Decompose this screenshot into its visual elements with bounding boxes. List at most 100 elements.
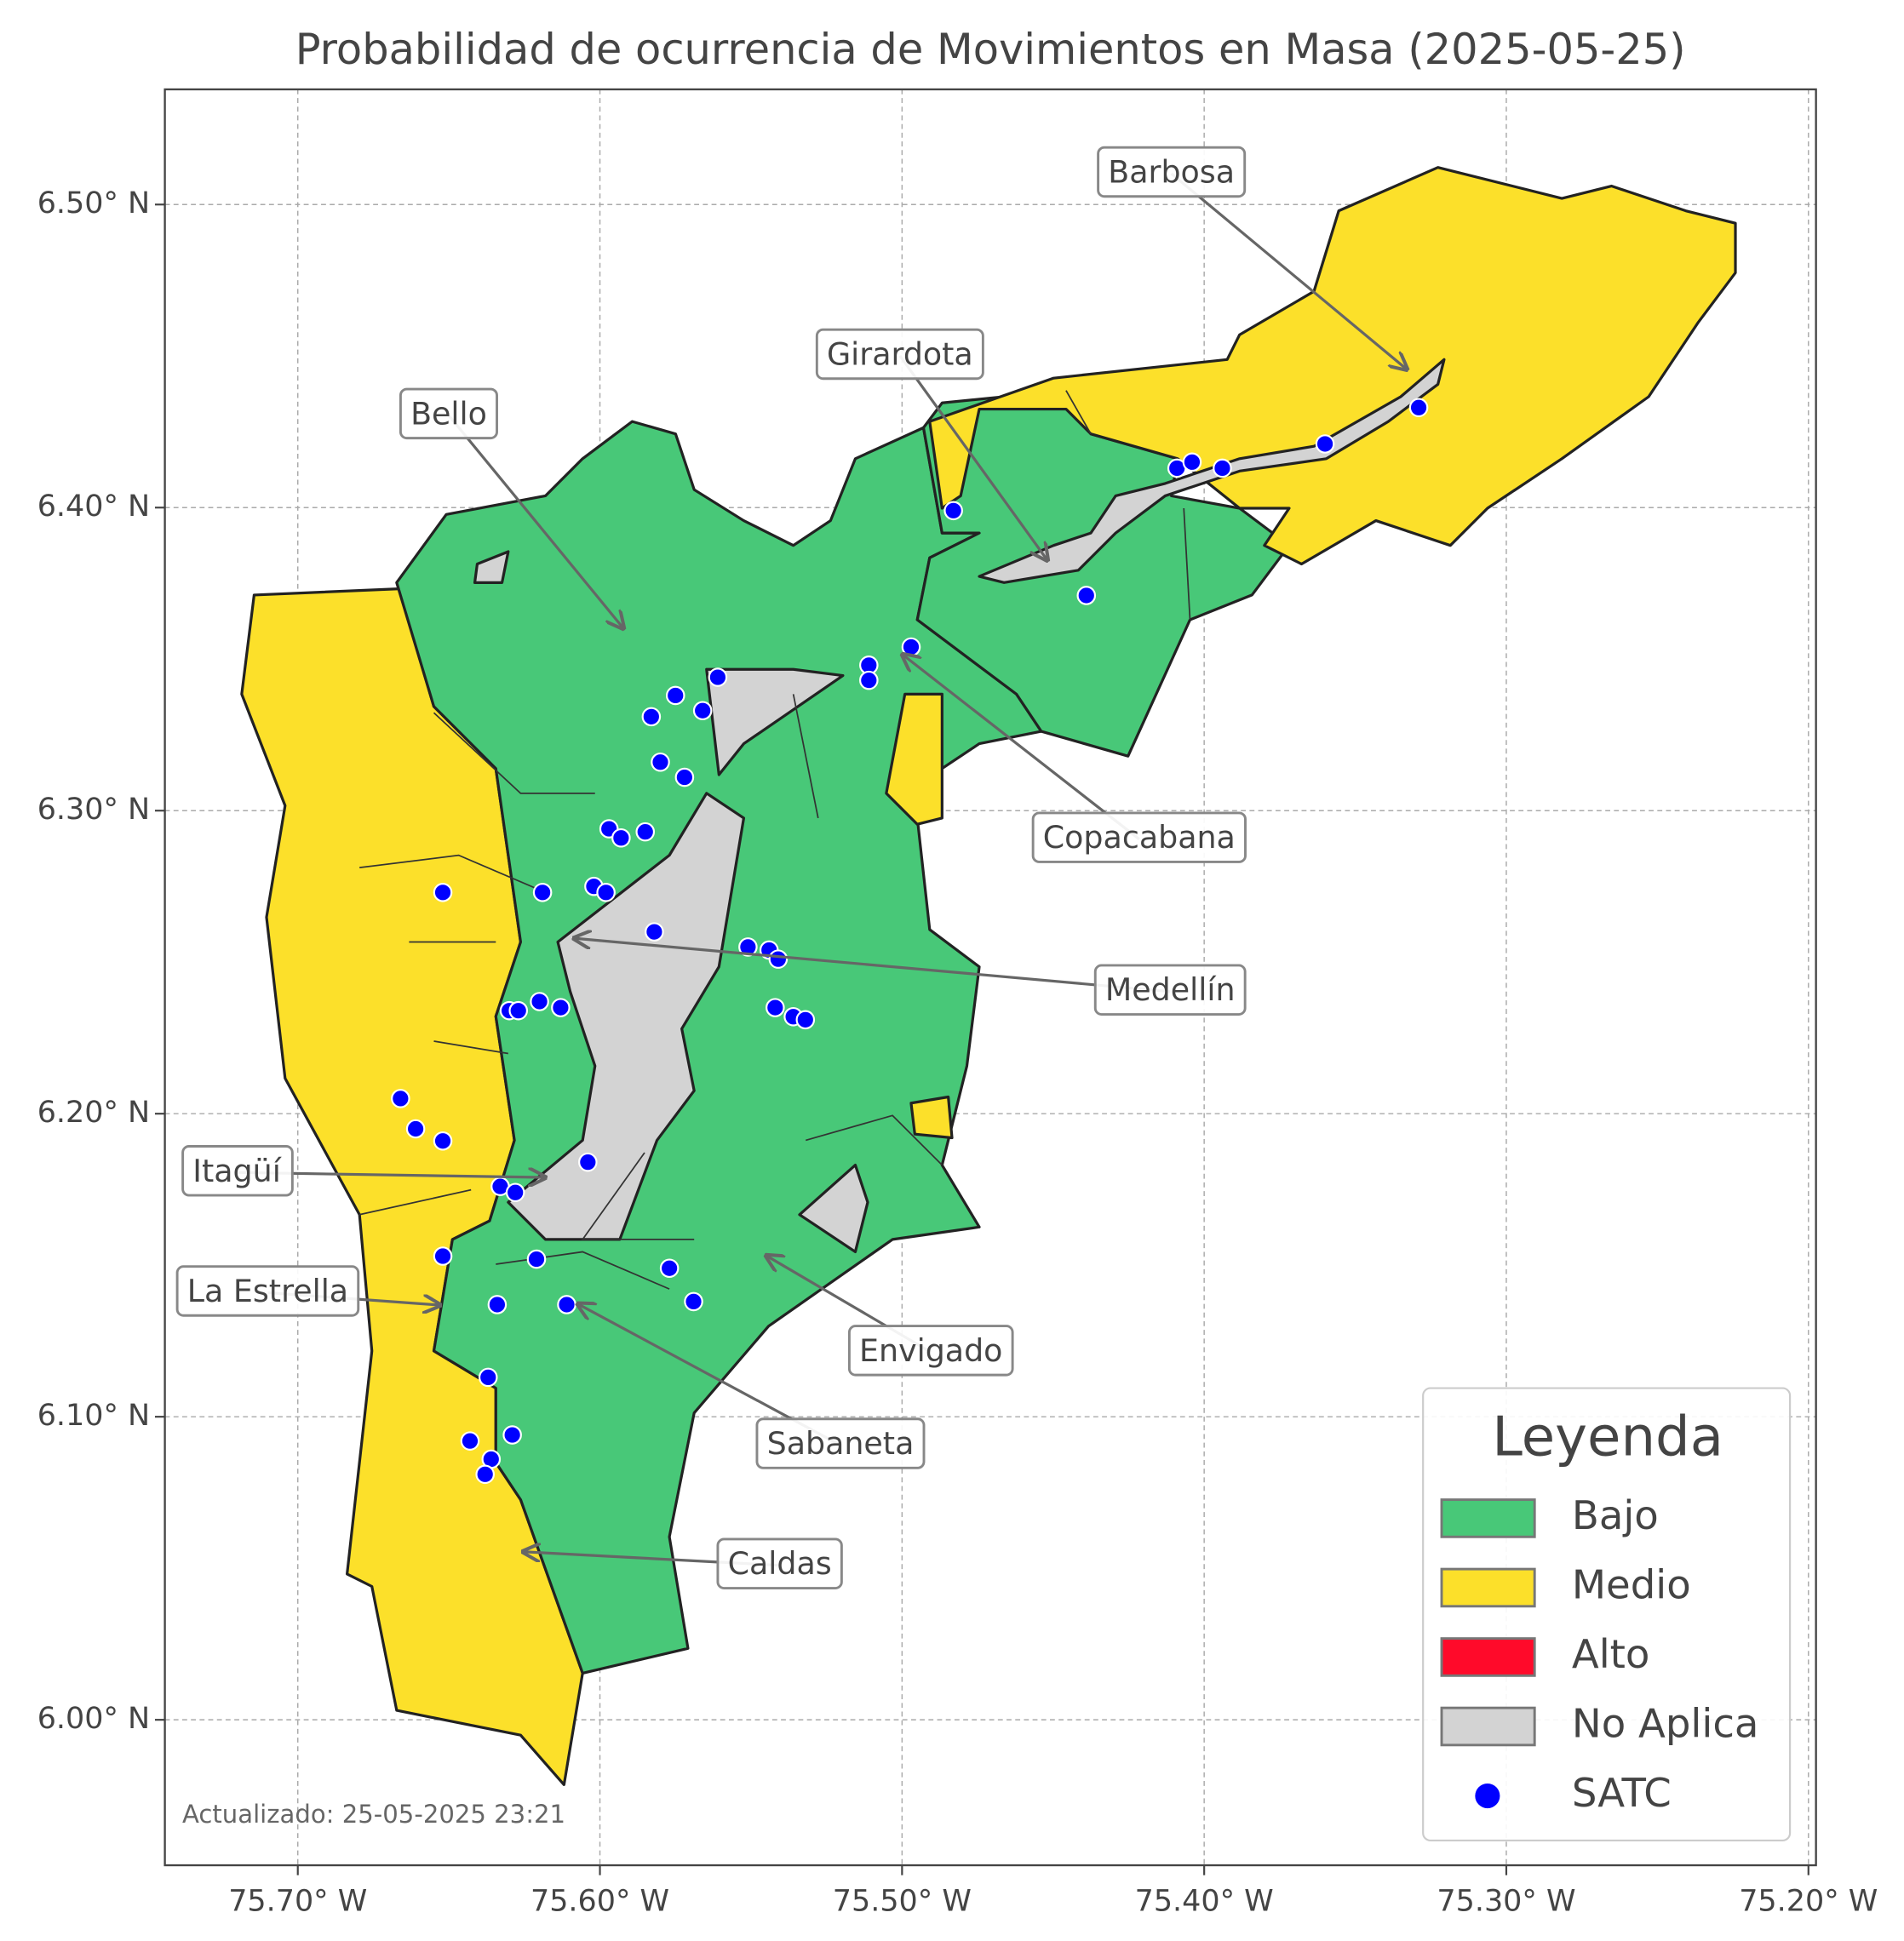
annotation: Bello	[399, 387, 623, 628]
legend-swatch	[1440, 1567, 1536, 1608]
region	[473, 550, 510, 584]
annotation-arrow	[898, 355, 1047, 560]
legend-label: No Aplica	[1572, 1700, 1759, 1746]
satc-point	[901, 637, 921, 657]
x-tick-label: 75.30° W	[1437, 1885, 1575, 1919]
annotation-box	[175, 1265, 360, 1317]
annotation-box	[847, 1325, 1014, 1377]
annotation: Barbosa	[1097, 146, 1408, 369]
annotation: Medellín	[574, 938, 1247, 1016]
annotation: Envigado	[766, 1256, 1014, 1377]
annotation: Copacabana	[903, 655, 1247, 863]
annotation: Itagüí	[181, 1145, 546, 1197]
annotation: Caldas	[523, 1537, 843, 1589]
legend-swatch	[1440, 1706, 1536, 1747]
y-tick-label: 6.00° N	[37, 1702, 150, 1736]
x-tick-label: 75.50° W	[833, 1885, 972, 1919]
annotation-box	[1093, 964, 1247, 1016]
legend-marker	[1475, 1783, 1500, 1809]
x-tick-label: 75.70° W	[228, 1885, 367, 1919]
satc-point	[460, 1431, 480, 1451]
satc-point	[596, 883, 616, 902]
region	[395, 420, 1043, 1675]
annotation-box	[1031, 811, 1247, 863]
annotation-label: Girardota	[827, 335, 973, 372]
satc-point	[502, 1425, 522, 1445]
legend-title: Leyenda	[1492, 1406, 1723, 1469]
satc-point	[1076, 586, 1097, 605]
satc-point	[684, 1291, 703, 1312]
satc-point	[532, 883, 553, 902]
x-tick-label: 75.40° W	[1135, 1885, 1274, 1919]
satc-point	[641, 707, 662, 727]
legend-label: Medio	[1572, 1561, 1691, 1607]
boundary	[433, 712, 595, 794]
satc-point	[766, 998, 785, 1017]
satc-point	[557, 1295, 576, 1314]
x-tick-label: 75.60° W	[530, 1885, 669, 1919]
annotation-arrow	[574, 938, 1171, 993]
satc-point	[1182, 452, 1202, 472]
annotation-arrow	[1170, 172, 1408, 369]
satc-point	[1408, 398, 1429, 418]
regions	[240, 166, 1737, 1787]
y-tick-label: 6.50° N	[37, 186, 150, 220]
satc-point	[659, 1258, 680, 1279]
legend-label: Alto	[1572, 1631, 1650, 1677]
satc-point	[738, 937, 758, 957]
satc-point	[943, 501, 963, 521]
satc-point	[391, 1089, 410, 1108]
boundary	[1065, 390, 1092, 435]
annotation-label: Bello	[410, 395, 487, 432]
annotation-label: Sabaneta	[767, 1425, 915, 1462]
satc-point	[433, 883, 453, 902]
annotation-box	[716, 1537, 843, 1589]
annotation-box	[815, 328, 984, 381]
region	[507, 792, 746, 1241]
satc-point	[859, 670, 879, 690]
legend-label: SATC	[1572, 1770, 1672, 1816]
annotation-arrow	[447, 414, 623, 628]
boundary	[1183, 507, 1191, 621]
region	[885, 692, 943, 826]
annotation-label: Medellín	[1105, 971, 1236, 1008]
satc-point	[674, 767, 695, 787]
satc-point	[526, 1249, 547, 1269]
satc-point	[487, 1295, 508, 1314]
x-tick-label: 75.20° W	[1739, 1885, 1878, 1919]
annotation-box	[755, 1417, 926, 1469]
satc-point	[768, 949, 789, 969]
region	[798, 1163, 869, 1254]
satc-point	[651, 752, 670, 772]
satc-point	[475, 1464, 495, 1485]
annotation-box	[181, 1145, 294, 1197]
satc-point	[433, 1131, 453, 1151]
boundary	[581, 1152, 695, 1240]
satc-point	[611, 827, 631, 848]
annotation-label: Barbosa	[1108, 153, 1235, 190]
legend: Leyenda Bajo Medio Alto No Aplica SATC	[1422, 1387, 1792, 1842]
annotation-label: Itagüí	[192, 1153, 282, 1189]
annotation-label: Caldas	[728, 1545, 832, 1582]
annotation: Girardota	[815, 328, 1047, 560]
boundary	[359, 854, 546, 894]
region	[928, 166, 1737, 566]
satc-point	[692, 701, 713, 721]
region	[978, 358, 1446, 584]
boundary	[496, 1251, 670, 1290]
boundary	[358, 1188, 472, 1216]
annotation-label: Envigado	[859, 1332, 1002, 1369]
satc-point	[1213, 458, 1232, 478]
satc-point	[478, 1367, 498, 1388]
annotation-arrow	[903, 655, 1140, 840]
y-tick-label: 6.40° N	[37, 490, 150, 524]
satc-point	[645, 922, 664, 942]
boundary	[792, 694, 819, 819]
annotation-box	[1097, 146, 1247, 198]
annotation: La Estrella	[175, 1265, 440, 1317]
boundary	[805, 1114, 943, 1166]
annotation-label: La Estrella	[187, 1273, 348, 1309]
legend-swatch	[1440, 1498, 1536, 1538]
annotation-label: Copacabana	[1043, 819, 1236, 856]
